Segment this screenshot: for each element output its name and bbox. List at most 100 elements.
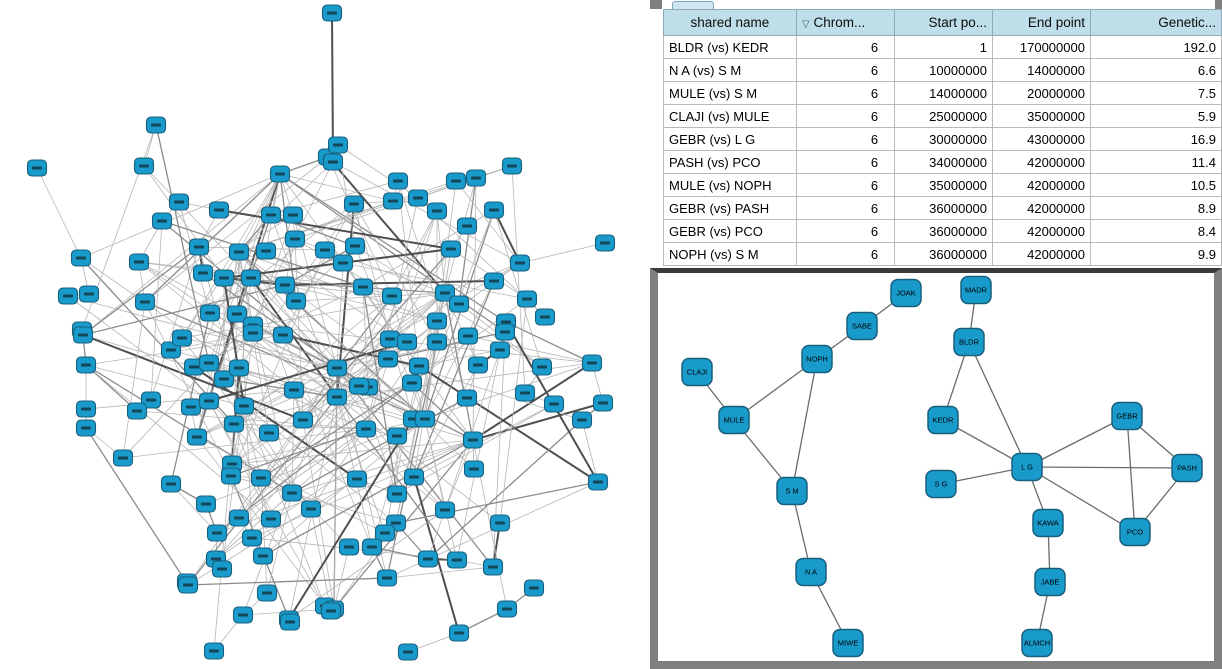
network-node[interactable]: [285, 292, 307, 310]
network-node[interactable]: [327, 136, 349, 154]
network-node[interactable]: [417, 550, 439, 568]
network-node[interactable]: [213, 370, 235, 388]
network-node[interactable]: [151, 212, 173, 230]
table-cell[interactable]: 42000000: [992, 242, 1091, 266]
network-node[interactable]: [571, 411, 593, 429]
table-cell[interactable]: 6: [795, 81, 896, 105]
network-node[interactable]: PASH: [1171, 453, 1203, 483]
network-node[interactable]: [408, 357, 430, 375]
network-node[interactable]: [269, 165, 291, 183]
network-node[interactable]: [75, 419, 97, 437]
network-node[interactable]: [188, 238, 210, 256]
network-node[interactable]: [457, 327, 479, 345]
network-node[interactable]: [382, 192, 404, 210]
network-node[interactable]: [171, 329, 193, 347]
network-node[interactable]: [198, 354, 220, 372]
table-cell[interactable]: 43000000: [992, 127, 1091, 151]
network-node[interactable]: [397, 643, 419, 661]
network-node[interactable]: [401, 374, 423, 392]
table-cell[interactable]: 10000000: [894, 58, 994, 82]
network-node[interactable]: [514, 384, 536, 402]
table-cell[interactable]: 14000000: [992, 58, 1091, 82]
network-node[interactable]: [467, 356, 489, 374]
network-node[interactable]: [332, 254, 354, 272]
network-node[interactable]: [494, 323, 516, 341]
network-node[interactable]: [321, 4, 343, 22]
network-node[interactable]: [112, 449, 134, 467]
network-node[interactable]: [361, 538, 383, 556]
network-node[interactable]: [284, 230, 306, 248]
table-cell[interactable]: 6.6: [1089, 58, 1222, 82]
table-cell[interactable]: 7.5: [1089, 81, 1222, 105]
network-node[interactable]: [377, 350, 399, 368]
network-node[interactable]: [434, 501, 456, 519]
table-cell[interactable]: 34000000: [894, 150, 994, 174]
network-node[interactable]: [250, 469, 272, 487]
network-node[interactable]: [516, 290, 538, 308]
table-cell[interactable]: 11.4: [1089, 150, 1222, 174]
network-node[interactable]: [489, 341, 511, 359]
network-node[interactable]: [75, 356, 97, 374]
network-node[interactable]: L G: [1011, 452, 1043, 482]
network-node[interactable]: [134, 293, 156, 311]
table-cell[interactable]: MULE (vs) NOPH: [663, 173, 797, 197]
network-node[interactable]: S M: [776, 476, 808, 506]
network-node[interactable]: [78, 285, 100, 303]
network-node[interactable]: [483, 272, 505, 290]
network-node[interactable]: [376, 569, 398, 587]
network-node[interactable]: [448, 295, 470, 313]
table-cell[interactable]: GEBR (vs) L G: [663, 127, 797, 151]
network-node[interactable]: MULE: [718, 405, 750, 435]
table-cell[interactable]: 5.9: [1089, 104, 1222, 128]
network-node[interactable]: [594, 234, 616, 252]
table-cell[interactable]: 6: [795, 242, 896, 266]
network-node[interactable]: [255, 242, 277, 260]
network-node[interactable]: [426, 202, 448, 220]
table-cell[interactable]: 6: [795, 173, 896, 197]
network-node[interactable]: [534, 308, 556, 326]
network-node[interactable]: [489, 514, 511, 532]
network-node[interactable]: [483, 201, 505, 219]
network-node[interactable]: [206, 524, 228, 542]
network-node[interactable]: MADR: [960, 275, 992, 305]
filter-icon[interactable]: ▽: [801, 19, 810, 30]
network-node[interactable]: [72, 326, 94, 344]
table-cell[interactable]: 36000000: [894, 196, 994, 220]
network-node[interactable]: [434, 284, 456, 302]
table-cell[interactable]: 6: [795, 58, 896, 82]
network-node[interactable]: [426, 333, 448, 351]
network-node[interactable]: [352, 278, 374, 296]
table-cell[interactable]: 25000000: [894, 104, 994, 128]
network-node[interactable]: [581, 354, 603, 372]
network-node[interactable]: JOAK: [890, 278, 922, 308]
column-header[interactable]: ▽ Chrom...: [795, 9, 896, 36]
network-node[interactable]: [228, 509, 250, 527]
network-node[interactable]: [126, 402, 148, 420]
network-node[interactable]: [463, 460, 485, 478]
network-node[interactable]: [242, 324, 264, 342]
network-node[interactable]: [133, 157, 155, 175]
network-node[interactable]: [338, 538, 360, 556]
table-cell[interactable]: 9.9: [1089, 242, 1222, 266]
table-row[interactable]: MULE (vs) S M 6 14000000 20000000 7.5: [663, 81, 1222, 105]
network-node[interactable]: [140, 391, 162, 409]
network-node[interactable]: [592, 394, 614, 412]
network-node[interactable]: [523, 579, 545, 597]
network-node[interactable]: [456, 217, 478, 235]
network-node[interactable]: [211, 560, 233, 578]
table-cell[interactable]: 36000000: [894, 242, 994, 266]
table-row[interactable]: GEBR (vs) PCO 6 36000000 42000000 8.4: [663, 219, 1222, 243]
table-cell[interactable]: 6: [795, 104, 896, 128]
network-node[interactable]: [281, 484, 303, 502]
network-node[interactable]: SABE: [846, 311, 878, 341]
table-row[interactable]: MULE (vs) NOPH 6 35000000 42000000 10.5: [663, 173, 1222, 197]
network-node[interactable]: [501, 157, 523, 175]
table-cell[interactable]: N A (vs) S M: [663, 58, 797, 82]
network-node[interactable]: [198, 392, 220, 410]
network-node[interactable]: [355, 420, 377, 438]
network-node[interactable]: [177, 576, 199, 594]
network-node[interactable]: [233, 397, 255, 415]
network-node[interactable]: [272, 326, 294, 344]
table-row[interactable]: NOPH (vs) S M 6 36000000 42000000 9.9: [663, 242, 1222, 266]
table-row[interactable]: BLDR (vs) KEDR 6 1 170000000 192.0: [663, 35, 1222, 59]
